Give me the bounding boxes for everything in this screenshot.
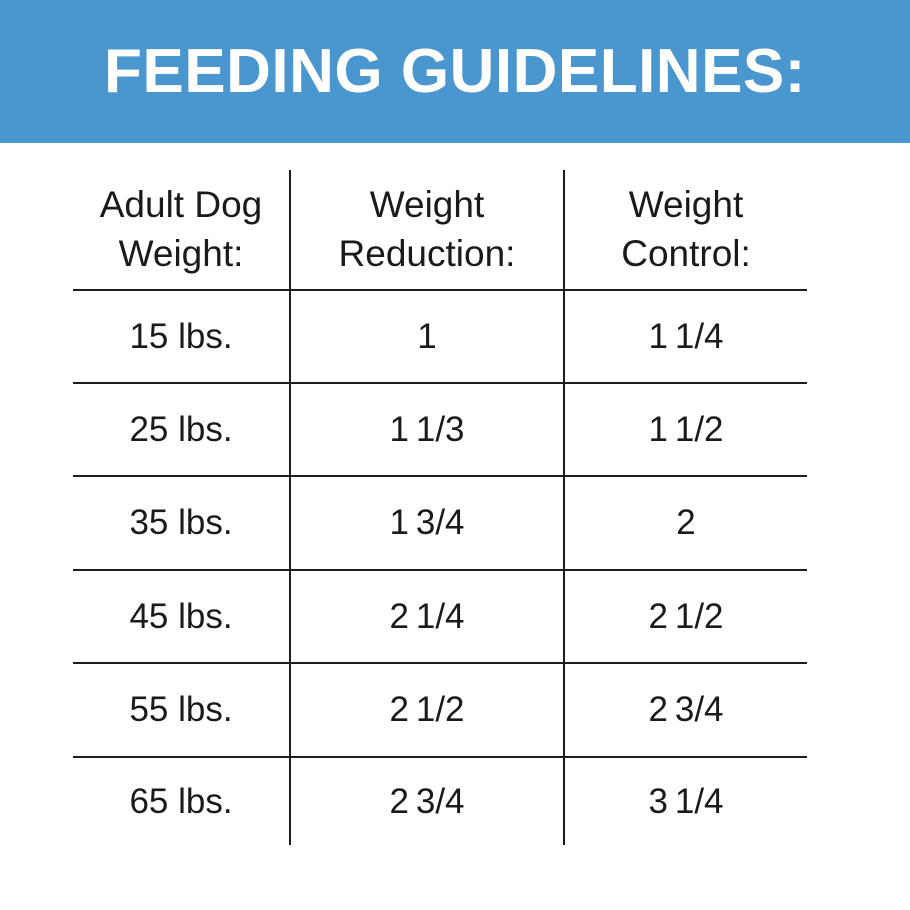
column-header-weight-control: Weight Control:	[565, 170, 807, 291]
title-banner: FEEDING GUIDELINES:	[0, 0, 910, 143]
cell-weight-25: 25 lbs.	[73, 384, 291, 477]
column-header-weight-reduction: Weight Reduction:	[291, 170, 565, 291]
cell-reduction-65: 2 3/4	[291, 758, 565, 845]
cell-control-65: 3 1/4	[648, 781, 724, 821]
cell-reduction-45: 2 1/4	[291, 571, 565, 664]
cell-control-15: 1 1/4	[565, 291, 807, 384]
page-title: FEEDING GUIDELINES:	[104, 37, 806, 106]
cell-weight-35: 35 lbs.	[73, 477, 291, 571]
column-header-adult-dog-weight: Adult Dog Weight:	[73, 170, 291, 291]
cell-control-35: 2	[565, 477, 807, 571]
cell-reduction-35: 1 3/4	[291, 477, 565, 571]
feeding-guidelines-table: Adult Dog Weight: Weight Reduction: Weig…	[73, 170, 807, 845]
cell-reduction-55: 2 1/2	[291, 664, 565, 758]
cell-weight-45: 45 lbs.	[73, 571, 291, 664]
cell-weight-55: 55 lbs.	[73, 664, 291, 758]
cell-weight-65: 65 lbs.	[73, 758, 291, 845]
cell-control-55: 2 3/4	[565, 664, 807, 758]
cell-control-25: 1 1/2	[565, 384, 807, 477]
cell-weight-15: 15 lbs.	[73, 291, 291, 384]
cell-reduction-25: 1 1/3	[291, 384, 565, 477]
cell-reduction-15: 1	[291, 291, 565, 384]
cell-control-45: 2 1/2	[565, 571, 807, 664]
